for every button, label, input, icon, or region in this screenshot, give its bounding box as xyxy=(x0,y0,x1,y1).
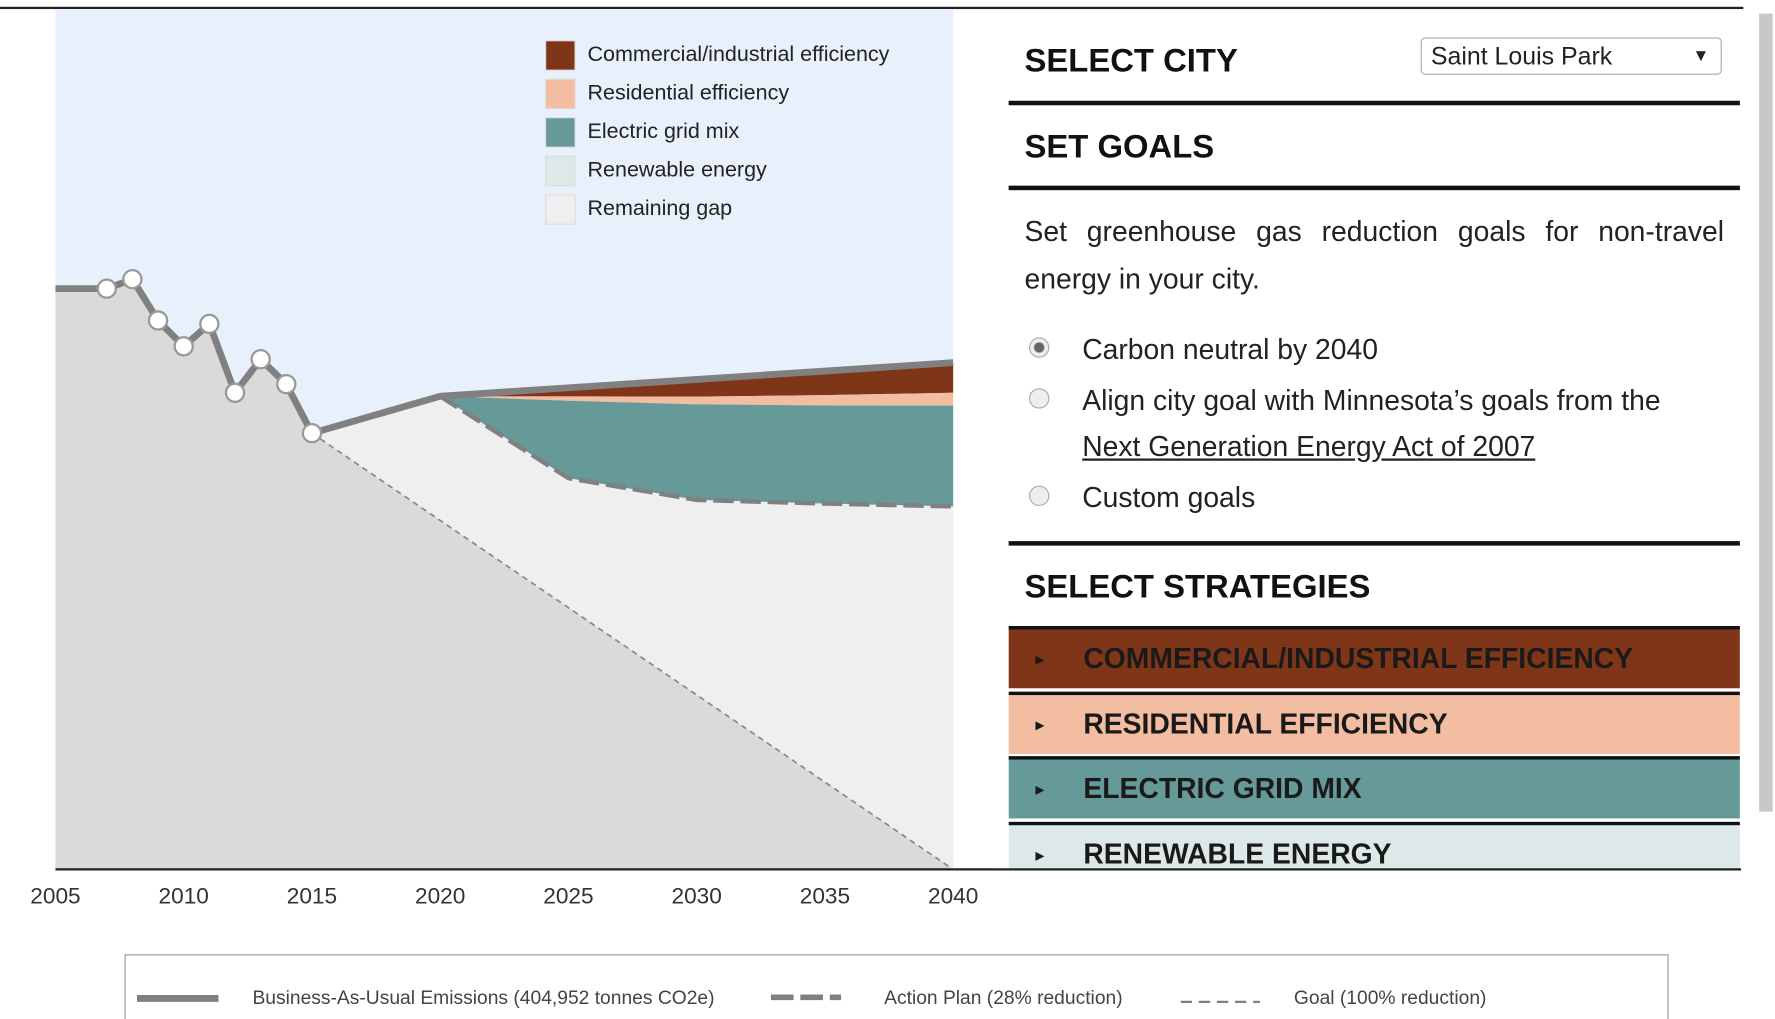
strategy-row[interactable]: ▸ RENEWABLE ENERGY xyxy=(1008,821,1740,870)
legend-label: Action Plan (28% reduction) xyxy=(884,987,1123,1009)
bau-point xyxy=(250,349,271,370)
bau-point xyxy=(199,313,220,335)
x-tick-label: 2030 xyxy=(672,884,722,909)
bau-point xyxy=(276,373,297,395)
legend-label: Business-As-Usual Emissions (404,952 ton… xyxy=(252,987,715,1009)
x-tick-label: 2035 xyxy=(800,884,850,909)
legend-label: Residential efficiency xyxy=(588,81,790,105)
legend-swatch xyxy=(545,78,576,110)
action-plan-line xyxy=(438,394,954,509)
radio[interactable] xyxy=(1029,388,1050,409)
bau-point xyxy=(147,310,169,331)
legend-label: Electric grid mix xyxy=(588,119,740,143)
bau-point xyxy=(96,278,117,299)
legend-label: Remaining gap xyxy=(588,196,733,220)
legend-swatch xyxy=(545,194,576,225)
strategy-label: RESIDENTIAL EFFICIENCY xyxy=(1083,708,1448,740)
bau-point xyxy=(301,423,323,444)
top-border xyxy=(0,6,1744,10)
radio[interactable] xyxy=(1029,485,1050,507)
city-heading: SELECT CITY xyxy=(1024,43,1238,80)
x-tick-label: 2005 xyxy=(30,884,80,909)
legend-label: Renewable energy xyxy=(588,158,768,182)
legend-swatch xyxy=(545,117,576,148)
x-tick-label: 2015 xyxy=(287,884,337,909)
option[interactable]: Carbon neutral by 2040 xyxy=(1082,333,1379,366)
x-tick-label: 2010 xyxy=(159,884,209,909)
expand-arrow: ▸ xyxy=(1035,779,1044,799)
strategy-label: COMMERCIAL/INDUSTRIAL EFFICIENCY xyxy=(1083,642,1634,675)
option[interactable]: Custom goals xyxy=(1082,482,1256,514)
strategy-area xyxy=(440,396,954,507)
chart: 2005 2010 2015 2020 2025 2030 2035 2040 Commerci… xyxy=(30,9,994,909)
x-tick-label: 2020 xyxy=(415,884,465,909)
strategy-label: RENEWABLE ENERGY xyxy=(1083,838,1392,870)
city-select[interactable]: Saint Louis Park ▼ xyxy=(1420,37,1722,75)
option[interactable]: Align city goal with Minnesota’s goals f… xyxy=(1082,384,1661,417)
strategies-heading: SELECT STRATEGIES xyxy=(1024,569,1371,606)
strategy-list: ▸ COMMERCIAL/INDUSTRIAL EFFICIENCY ▸ RESIDE… xyxy=(1008,626,1740,870)
strategy-row[interactable]: ▸ COMMERCIAL/INDUSTRIAL EFFICIENCY xyxy=(1008,626,1740,689)
expand-arrow: ▸ xyxy=(1035,845,1044,864)
bau-point xyxy=(224,382,246,403)
expand-arrow: ▸ xyxy=(1035,714,1044,733)
link[interactable]: Next Generation Energy Act of 2007 xyxy=(1082,431,1536,463)
historical-area xyxy=(55,279,954,870)
bau-point xyxy=(173,336,194,357)
strategy-row[interactable]: ▸ ELECTRIC GRID MIX xyxy=(1008,756,1740,819)
goals-text: Set greenhouse gas reduction goals for n… xyxy=(1024,216,1725,296)
city-value: Saint Louis Park xyxy=(1430,41,1613,71)
rule xyxy=(1008,100,1740,106)
goals-heading: SET GOALS xyxy=(1024,129,1215,166)
legend-label: Goal (100% reduction) xyxy=(1293,987,1487,1009)
scrollbar xyxy=(1759,13,1773,812)
expand-arrow: ▸ xyxy=(1035,649,1044,668)
bau-point xyxy=(122,269,143,290)
x-tick-label: 2025 xyxy=(543,884,593,909)
rule xyxy=(1008,185,1740,191)
bottom-border xyxy=(993,868,1742,871)
strategy-area xyxy=(440,392,954,406)
legend-swatch xyxy=(545,155,576,187)
strategy-label: ELECTRIC GRID MIX xyxy=(1083,773,1362,805)
rule xyxy=(1008,541,1740,546)
bottom-legend: Business-As-Usual Emissions (404,952 ton… xyxy=(124,954,1669,1019)
legend-label: Commercial/industrial efficiency xyxy=(588,42,890,66)
x-tick-label: 2040 xyxy=(928,884,978,909)
select-arrow: ▼ xyxy=(1692,46,1710,66)
legend-swatch xyxy=(545,40,576,71)
strategy-row[interactable]: ▸ RESIDENTIAL EFFICIENCY xyxy=(1008,691,1740,754)
legend-lines xyxy=(136,994,1260,1003)
goal-line xyxy=(311,432,954,871)
radio[interactable] xyxy=(1029,337,1050,358)
